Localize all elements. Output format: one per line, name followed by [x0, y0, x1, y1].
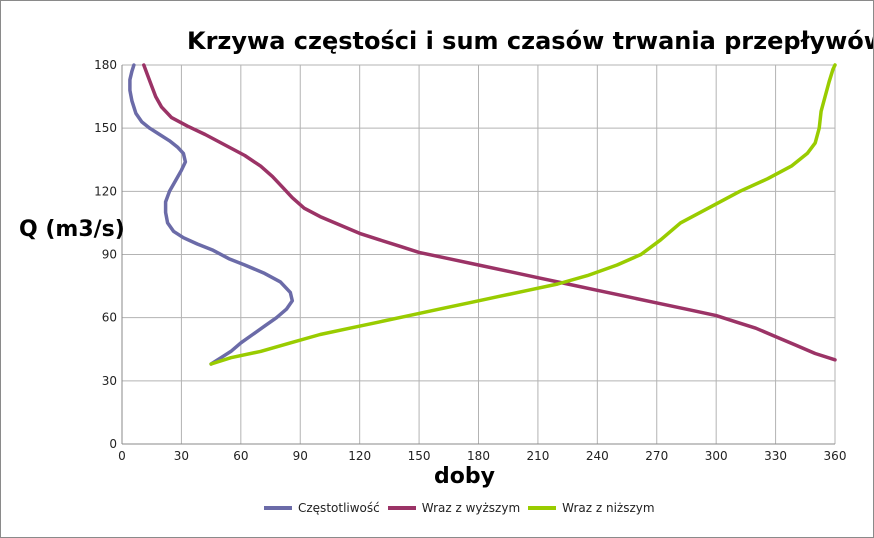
x-tick-label: 330: [764, 449, 787, 463]
series-line-1: [142, 63, 837, 362]
series-line-0: [128, 63, 295, 366]
y-tick-label: 60: [102, 311, 117, 325]
x-tick-label: 210: [526, 449, 549, 463]
legend-swatch-wraz-z-nizszym: [528, 506, 557, 510]
legend-swatch-czestotliwosc: [264, 506, 292, 510]
x-tick-label: 150: [408, 449, 431, 463]
legend-swatch-wraz-z-wyzszym: [387, 506, 416, 510]
legend-label-wraz-z-nizszym: Wraz z niższym: [562, 501, 655, 515]
x-tick-label: 0: [118, 449, 126, 463]
x-tick-label: 120: [348, 449, 371, 463]
x-tick-label: 300: [705, 449, 728, 463]
series-line-2: [209, 63, 837, 366]
x-tick-label: 180: [467, 449, 490, 463]
legend-item-wraz-z-wyzszym: Wraz z wyższym: [387, 501, 521, 515]
grid-lines: [121, 64, 836, 445]
chart-title: Krzywa częstości i sum czasów trwania pr…: [187, 27, 874, 55]
x-tick-label: 30: [174, 449, 189, 463]
y-tick-label: 150: [94, 121, 117, 135]
legend: Częstotliwość Wraz z wyższym Wraz z niżs…: [264, 501, 663, 515]
x-tick-label: 60: [233, 449, 248, 463]
x-tick-label: 270: [645, 449, 668, 463]
y-tick-label: 180: [94, 58, 117, 72]
y-tick-label: 120: [94, 184, 117, 198]
y-axis-label: Q (m3/s): [19, 217, 125, 242]
tick-labels: 0 30 60 90 120 150 180 210 240 270 300 330 360 0 30 60 9…: [94, 58, 846, 463]
series-lines: [128, 63, 837, 366]
x-tick-label: 90: [293, 449, 308, 463]
y-tick-label: 0: [109, 437, 117, 451]
x-axis-label: doby: [434, 464, 495, 489]
x-tick-label: 360: [824, 449, 847, 463]
legend-label-czestotliwosc: Częstotliwość: [298, 501, 380, 515]
y-tick-label: 30: [102, 374, 117, 388]
x-tick-label: 240: [586, 449, 609, 463]
legend-label-wraz-z-wyzszym: Wraz z wyższym: [421, 501, 521, 515]
y-tick-label: 90: [102, 248, 117, 262]
legend-item-czestotliwosc: Częstotliwość: [264, 501, 380, 515]
legend-item-wraz-z-nizszym: Wraz z niższym: [528, 501, 655, 515]
